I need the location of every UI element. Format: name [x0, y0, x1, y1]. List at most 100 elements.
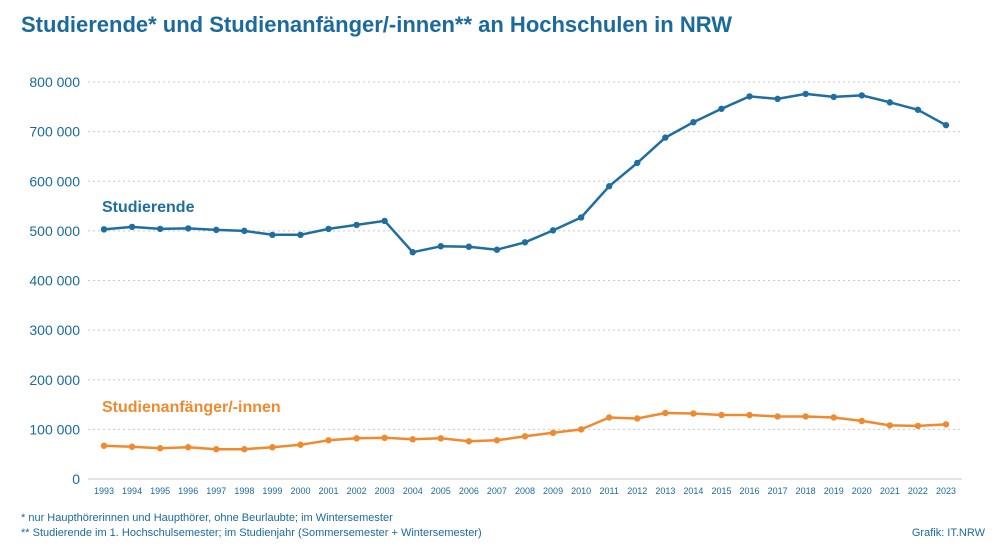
- x-tick-label: 2021: [880, 486, 900, 496]
- y-axis-tick-labels: 0 100 000 200 000 300 000 400 000 500 000 600 …: [29, 74, 80, 487]
- x-tick-label: 1998: [234, 486, 254, 496]
- data-point: [100, 442, 108, 449]
- data-point: [353, 221, 360, 229]
- x-tick-label: 1997: [206, 486, 226, 496]
- data-point: [156, 445, 164, 452]
- data-point: [858, 92, 865, 99]
- x-tick-label: 1995: [150, 486, 170, 496]
- x-tick-label: 2015: [711, 486, 731, 496]
- data-point: [381, 217, 388, 225]
- footnote-2: ** Studierende im 1. Hochschulsemester; …: [21, 527, 482, 539]
- y-tick-label: 800 000: [29, 74, 80, 90]
- data-point: [774, 413, 781, 420]
- x-tick-label: 2014: [683, 486, 703, 496]
- x-tick-label: 2020: [852, 486, 872, 496]
- data-point: [297, 231, 304, 239]
- x-tick-label: 2004: [403, 486, 423, 496]
- y-tick-label: 300 000: [29, 322, 80, 338]
- data-point: [297, 441, 304, 448]
- series-lines: [103, 92, 947, 451]
- data-point: [325, 437, 332, 444]
- data-point: [606, 183, 613, 190]
- data-point: [549, 429, 557, 437]
- data-point: [662, 134, 669, 141]
- x-tick-label: 2008: [515, 486, 535, 496]
- data-point: [465, 438, 473, 445]
- data-point: [325, 225, 332, 233]
- x-tick-label: 2009: [543, 486, 563, 496]
- x-tick-label: 2012: [627, 486, 647, 496]
- y-tick-label: 700 000: [29, 124, 80, 140]
- data-point: [577, 214, 585, 221]
- x-tick-label: 1994: [122, 486, 142, 496]
- data-point: [100, 226, 108, 233]
- data-point: [409, 436, 416, 443]
- data-point: [409, 249, 416, 256]
- data-point: [746, 411, 753, 419]
- gridlines: [88, 81, 962, 480]
- y-tick-label: 500 000: [29, 223, 80, 239]
- data-point: [521, 433, 529, 440]
- data-point: [128, 443, 136, 450]
- series-label-studierende: Studierende: [102, 199, 195, 216]
- data-point: [830, 414, 837, 421]
- x-tick-label: 2000: [290, 486, 310, 496]
- data-point: [774, 95, 781, 103]
- data-point: [606, 414, 613, 421]
- data-point: [128, 223, 136, 231]
- data-point: [662, 409, 669, 417]
- footnote-1: * nur Haupthörerinnen und Haupthörer, oh…: [21, 512, 393, 524]
- x-tick-label: 2023: [936, 486, 956, 496]
- x-tick-label: 2019: [824, 486, 844, 496]
- x-tick-label: 2001: [319, 486, 339, 496]
- data-point: [746, 93, 753, 100]
- data-point: [493, 246, 501, 253]
- data-point: [241, 227, 248, 235]
- x-tick-label: 2017: [768, 486, 788, 496]
- data-point: [521, 239, 529, 246]
- x-tick-label: 2013: [655, 486, 675, 496]
- data-point: [213, 446, 220, 453]
- data-point: [185, 225, 192, 232]
- data-point: [886, 422, 894, 429]
- data-point: [914, 422, 922, 430]
- data-point: [634, 159, 641, 167]
- data-point: [437, 435, 444, 442]
- series-line: [103, 92, 947, 254]
- data-point: [690, 118, 697, 126]
- x-tick-label: 2006: [459, 486, 479, 496]
- x-tick-label: 2002: [347, 486, 367, 496]
- data-point: [914, 106, 922, 113]
- y-tick-label: 0: [72, 471, 80, 487]
- x-tick-label: 1996: [178, 486, 198, 496]
- data-point: [381, 434, 388, 442]
- y-tick-label: 200 000: [29, 372, 80, 388]
- data-point: [690, 410, 697, 417]
- data-point: [942, 421, 950, 428]
- data-point: [185, 444, 192, 451]
- series-label-studienanfaenger: Studienanfänger/-innen: [102, 399, 281, 416]
- data-point: [718, 411, 725, 419]
- data-point: [830, 93, 837, 101]
- x-tick-label: 2010: [571, 486, 591, 496]
- data-point: [213, 226, 220, 234]
- data-point: [241, 446, 248, 453]
- x-tick-label: 2016: [740, 486, 760, 496]
- x-tick-label: 2018: [796, 486, 816, 496]
- data-point: [269, 231, 276, 239]
- x-tick-label: 2005: [431, 486, 451, 496]
- series-line: [103, 411, 947, 451]
- x-tick-label: 2022: [908, 486, 928, 496]
- data-point: [942, 121, 950, 129]
- data-point: [802, 413, 809, 420]
- data-point: [858, 417, 865, 425]
- x-axis-tick-labels: 1993 1994 1995 1996 1997 1998 1999 2000 2001 2002…: [94, 486, 956, 496]
- x-tick-label: 2003: [375, 486, 395, 496]
- series-points: [100, 90, 950, 453]
- data-point: [353, 435, 360, 442]
- data-point: [493, 437, 501, 444]
- chart-title: Studierende* und Studienanfänger/-innen*…: [21, 12, 732, 37]
- x-tick-label: 2011: [600, 486, 619, 496]
- data-point: [156, 225, 164, 233]
